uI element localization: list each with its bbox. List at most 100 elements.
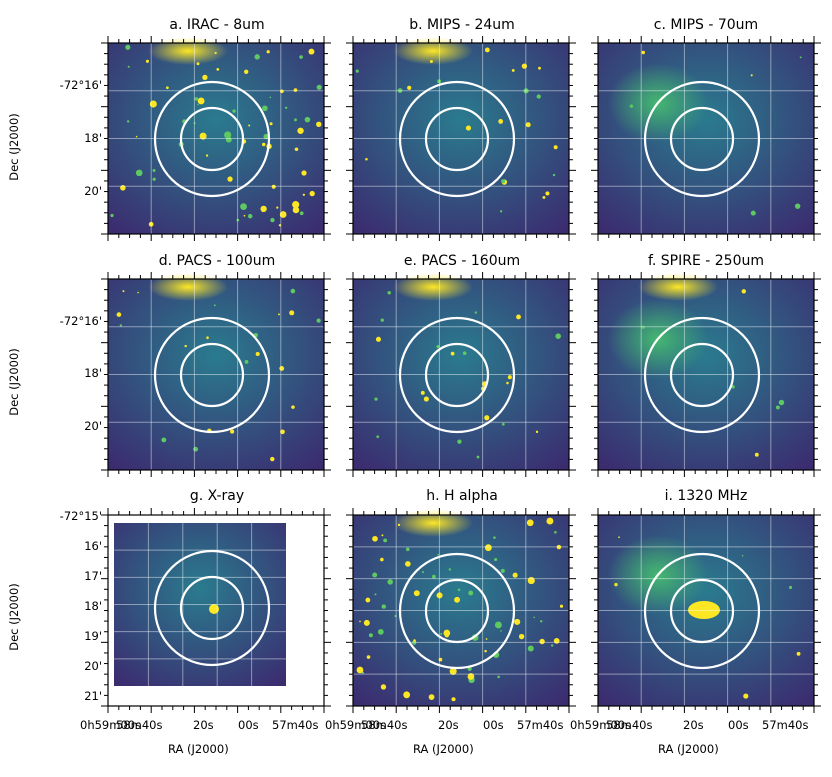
source-point xyxy=(484,47,490,53)
source-point xyxy=(284,106,288,110)
source-point xyxy=(206,336,209,340)
source-point xyxy=(297,127,304,135)
source-point xyxy=(507,375,512,380)
source-point xyxy=(457,588,461,592)
panel-image xyxy=(353,515,569,706)
dec-tick-label: -72°15' xyxy=(59,509,102,523)
source-point xyxy=(116,312,122,317)
source-point xyxy=(533,616,536,619)
panel-d xyxy=(101,272,331,477)
source-point xyxy=(363,619,370,626)
source-point xyxy=(145,59,150,63)
source-point xyxy=(542,195,546,199)
source-point xyxy=(161,437,167,443)
source-point xyxy=(552,173,556,177)
source-point xyxy=(366,655,371,659)
ra-tick-label: 58m40s xyxy=(116,718,163,732)
source-point xyxy=(184,344,187,348)
source-point xyxy=(247,213,253,219)
source-point xyxy=(280,429,285,435)
source-point xyxy=(383,538,388,543)
source-point xyxy=(216,67,220,71)
ra-tick-label: 20s xyxy=(438,718,459,732)
panel-image xyxy=(108,43,324,234)
source-point xyxy=(523,88,529,94)
source-point xyxy=(261,142,266,147)
source-point xyxy=(484,415,490,421)
source-point xyxy=(500,568,505,573)
radio-source xyxy=(688,601,720,619)
source-point xyxy=(484,649,487,653)
dec-tick-label: 18' xyxy=(84,366,102,380)
source-point xyxy=(440,633,443,635)
panel-title-b: b. MIPS - 24um xyxy=(409,17,515,33)
source-point xyxy=(119,324,123,327)
source-point xyxy=(135,169,143,177)
source-point xyxy=(205,154,209,157)
source-point xyxy=(293,88,298,92)
source-point xyxy=(152,177,156,181)
source-point xyxy=(262,105,268,112)
source-point xyxy=(292,201,300,209)
source-point xyxy=(450,351,455,356)
source-point xyxy=(387,579,393,585)
dec-tick-label: 20' xyxy=(84,184,102,198)
dec-tick-label: 20' xyxy=(84,419,102,433)
source-point xyxy=(148,221,154,227)
source-point xyxy=(240,203,247,210)
source-point xyxy=(559,604,564,608)
source-point xyxy=(539,638,545,645)
source-point xyxy=(292,206,300,214)
source-point xyxy=(304,116,311,123)
x-axis-label-col1: RA (J2000) xyxy=(168,742,229,756)
source-point xyxy=(422,571,425,574)
source-point xyxy=(120,185,126,191)
source-point xyxy=(474,311,478,314)
source-point xyxy=(511,68,515,72)
ra-tick-label: 57m40s xyxy=(762,718,809,732)
source-point xyxy=(536,94,541,99)
source-point xyxy=(290,288,296,294)
panel-title-a: a. IRAC - 8um xyxy=(169,17,265,33)
source-point xyxy=(428,694,435,700)
source-point xyxy=(368,633,373,638)
dec-tick-label: 18' xyxy=(84,131,102,145)
ra-tick-label: 0h59m00s xyxy=(570,718,632,732)
source-point xyxy=(484,544,492,552)
source-point xyxy=(731,385,735,389)
inner-annulus xyxy=(179,106,245,172)
ra-tick-label: 57m40s xyxy=(272,718,319,732)
source-point xyxy=(276,206,279,209)
source-point xyxy=(553,145,558,150)
source-point xyxy=(494,557,498,562)
source-point xyxy=(380,557,384,562)
source-point xyxy=(244,69,249,74)
source-point xyxy=(437,79,442,84)
dec-tick-label: 17' xyxy=(84,569,102,583)
diffuse-emission xyxy=(393,509,473,537)
source-point xyxy=(499,210,503,213)
xray-image xyxy=(114,523,286,686)
source-point xyxy=(381,604,386,609)
source-point xyxy=(494,621,502,629)
panel-h xyxy=(346,508,576,713)
source-point xyxy=(462,351,467,356)
source-point xyxy=(467,673,475,680)
panel-title-d: d. PACS - 100um xyxy=(158,253,276,269)
source-point xyxy=(516,314,521,320)
source-point xyxy=(485,638,488,640)
source-point xyxy=(407,85,412,90)
panel-b xyxy=(346,36,576,241)
inner-annulus xyxy=(179,575,245,641)
source-point xyxy=(194,97,199,101)
source-point xyxy=(356,666,364,674)
source-point xyxy=(224,131,232,139)
source-point xyxy=(413,639,416,642)
source-point xyxy=(556,544,562,550)
source-point xyxy=(468,590,474,596)
source-point xyxy=(135,135,138,138)
source-point xyxy=(248,124,251,127)
panel-title-f: f. SPIRE - 250um xyxy=(647,253,765,269)
source-point xyxy=(796,651,801,656)
source-point xyxy=(538,66,541,70)
